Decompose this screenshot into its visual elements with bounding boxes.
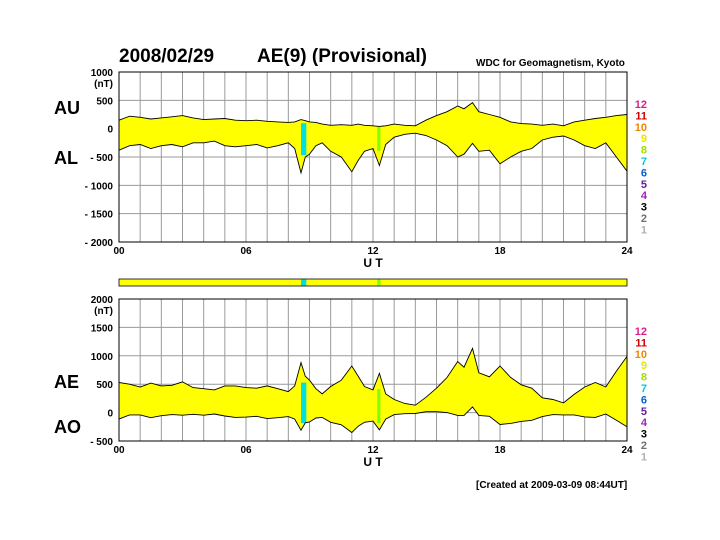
legend-level-7: 7	[641, 156, 647, 168]
highlight-band-cyan	[301, 123, 307, 156]
x-tick-label: 00	[113, 445, 125, 456]
plot-frame	[118, 71, 628, 243]
legend-level-2: 2	[641, 440, 647, 452]
al-label: AL	[54, 148, 78, 168]
y-tick-label: - 500	[90, 437, 113, 448]
legend-level-9: 9	[641, 133, 647, 145]
highlight-band-cyan	[301, 382, 307, 424]
x-tick-label: 18	[494, 445, 506, 456]
y-tick-label: - 500	[90, 153, 113, 164]
band-fill-ae-ao	[119, 348, 627, 433]
x-axis-label: U T	[363, 256, 383, 270]
legend-level-6: 6	[641, 394, 647, 406]
legend-level-1: 1	[641, 224, 647, 236]
x-tick-label: 06	[240, 445, 252, 456]
chart-panel-top	[118, 71, 628, 243]
highlight-band-green	[377, 126, 381, 151]
legend-level-7: 7	[641, 383, 647, 395]
y-tick-label: 0	[107, 125, 113, 136]
legend-level-8: 8	[641, 372, 647, 384]
legend-level-4: 4	[641, 417, 648, 429]
plot-frame	[118, 298, 628, 442]
y-unit-label: (nT)	[94, 306, 113, 317]
chart-panel-bottom	[118, 298, 628, 442]
band-fill-au-al	[119, 102, 627, 173]
legend-level-4: 4	[641, 190, 648, 202]
series-line-ao	[118, 406, 628, 434]
legend-level-8: 8	[641, 145, 647, 157]
x-tick-label: 12	[367, 445, 379, 456]
legend-level-10: 10	[635, 122, 647, 134]
index-title: AE(9) (Provisional)	[257, 46, 427, 67]
y-tick-label: 500	[96, 96, 113, 107]
x-tick-label: 12	[367, 246, 379, 257]
ao-label: AO	[54, 417, 81, 437]
source-label: WDC for Geomagnetism, Kyoto	[476, 58, 625, 69]
legend-level-12: 12	[635, 99, 647, 111]
activity-bar-highlight-green	[377, 279, 381, 286]
legend-level-12: 12	[635, 326, 647, 338]
au-label: AU	[54, 98, 80, 118]
legend-level-5: 5	[641, 406, 647, 418]
series-line-au	[118, 101, 628, 127]
y-tick-label: 1000	[91, 352, 114, 363]
activity-bar-highlight-cyan	[301, 279, 307, 286]
ae-label: AE	[54, 372, 80, 392]
legend-level-2: 2	[641, 213, 647, 225]
series-line-ae	[118, 347, 628, 406]
legend-level-11: 11	[635, 337, 647, 349]
legend-level-9: 9	[641, 360, 647, 372]
legend-level-11: 11	[635, 110, 647, 122]
x-tick-label: 06	[240, 246, 252, 257]
legend-level-5: 5	[641, 179, 647, 191]
legend-level-6: 6	[641, 167, 647, 179]
y-unit-label: (nT)	[94, 79, 113, 90]
x-tick-label: 18	[494, 246, 506, 257]
series-line-al	[118, 132, 628, 175]
y-tick-label: 2000	[91, 295, 114, 306]
legend-level-3: 3	[641, 202, 647, 214]
x-axis-label: U T	[363, 455, 383, 469]
y-tick-label: - 1500	[85, 210, 114, 221]
y-tick-label: 1000	[91, 68, 114, 79]
legend-level-3: 3	[641, 429, 647, 441]
date-title: 2008/02/29	[119, 46, 215, 67]
created-timestamp: [Created at 2009-03-09 08:44UT]	[476, 480, 628, 491]
highlight-band-green	[377, 389, 381, 423]
x-tick-label: 24	[621, 246, 633, 257]
legend-level-10: 10	[635, 349, 647, 361]
activity-bar	[118, 278, 628, 287]
legend-level-1: 1	[641, 451, 647, 463]
x-tick-label: 00	[113, 246, 125, 257]
y-tick-label: - 2000	[85, 238, 114, 249]
y-tick-label: 0	[107, 409, 113, 420]
y-tick-label: - 1000	[85, 181, 114, 192]
y-tick-label: 500	[96, 380, 113, 391]
y-tick-label: 1500	[91, 323, 114, 334]
x-tick-label: 24	[621, 445, 633, 456]
